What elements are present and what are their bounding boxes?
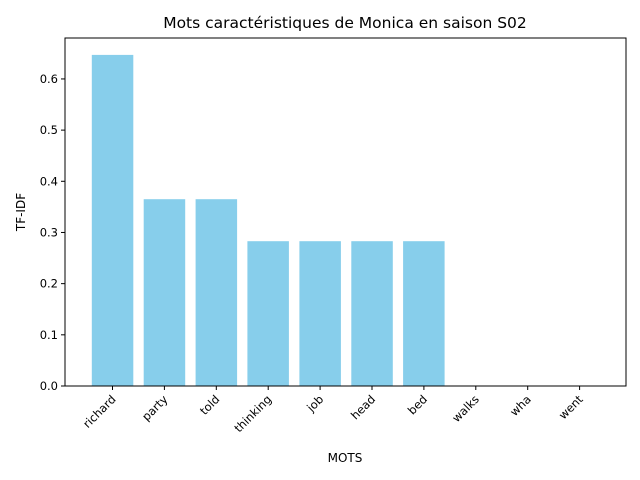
bar-thinking <box>247 241 289 386</box>
x-tick-label: job <box>303 392 326 415</box>
bar-party <box>143 199 186 386</box>
bar-richard <box>91 54 134 387</box>
x-tick-label: went <box>556 392 586 422</box>
x-tick-label: head <box>348 392 378 422</box>
chart-title: Mots caractéristiques de Monica en saiso… <box>163 14 527 32</box>
y-tick-label: 0.3 <box>40 225 58 239</box>
x-tick-label: walks <box>449 392 482 425</box>
y-axis-ticks: 0.0 0.1 0.2 0.3 0.4 0.5 0.6 <box>40 72 65 393</box>
bar-job <box>299 241 341 386</box>
y-tick-label: 0.5 <box>40 123 58 137</box>
x-tick-label: party <box>139 392 171 424</box>
bar-bed <box>403 241 445 386</box>
x-axis-ticks: richard party told thinking job head bed walks w… <box>80 386 586 435</box>
y-tick-label: 0.6 <box>40 72 58 86</box>
y-tick-label: 0.2 <box>40 277 58 291</box>
bar-head <box>351 241 393 386</box>
x-tick-label: wha <box>507 392 534 419</box>
x-axis-label: MOTS <box>328 451 363 465</box>
x-tick-label: richard <box>80 392 118 430</box>
y-tick-label: 0.4 <box>40 174 58 188</box>
x-tick-label: told <box>197 392 222 417</box>
x-tick-label: bed <box>405 392 430 417</box>
bars-group <box>91 54 445 387</box>
x-tick-label: thinking <box>231 392 274 435</box>
bar-told <box>195 199 238 386</box>
y-axis-label: TF-IDF <box>14 193 28 232</box>
y-tick-label: 0.1 <box>40 328 58 342</box>
plot-frame <box>64 37 627 387</box>
y-tick-label: 0.0 <box>40 379 58 393</box>
